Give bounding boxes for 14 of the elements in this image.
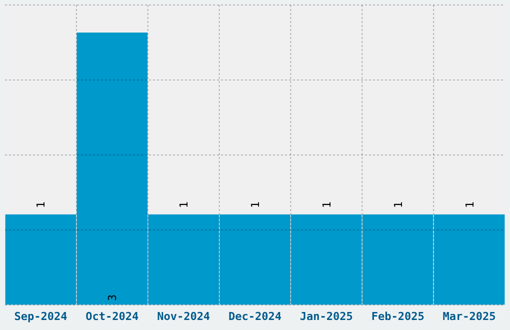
data-label: 1 — [463, 201, 476, 208]
data-label: 1 — [320, 201, 334, 208]
data-label: 1 — [249, 201, 262, 208]
x-tick-label: Feb-2025 — [371, 310, 424, 323]
data-label: 1 — [392, 201, 405, 208]
x-tick-label: Nov-2024 — [157, 310, 210, 323]
x-tick-label: Oct-2024 — [86, 310, 140, 323]
x-tick-label: Jan-2025 — [300, 310, 353, 323]
x-tick-label: Dec-2024 — [228, 310, 282, 323]
data-label: 1 — [34, 201, 48, 208]
x-tick-label: Mar-2025 — [442, 310, 496, 323]
x-tick-label: Sep-2024 — [14, 310, 68, 323]
data-label: 1 — [178, 201, 191, 208]
data-label: 3 — [106, 294, 120, 301]
